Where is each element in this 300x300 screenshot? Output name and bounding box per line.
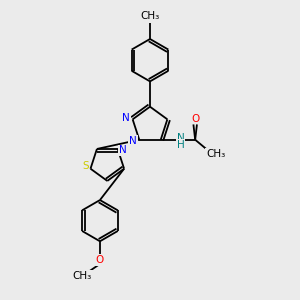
- Text: H: H: [177, 140, 184, 150]
- Text: CH₃: CH₃: [140, 11, 160, 21]
- Text: O: O: [96, 255, 104, 265]
- Text: S: S: [82, 161, 88, 171]
- Text: CH₃: CH₃: [206, 148, 225, 159]
- Text: N: N: [119, 146, 127, 155]
- Text: CH₃: CH₃: [73, 271, 92, 281]
- Text: N: N: [177, 133, 184, 143]
- Text: N: N: [129, 136, 137, 146]
- Text: O: O: [191, 113, 199, 124]
- Text: N: N: [122, 113, 130, 123]
